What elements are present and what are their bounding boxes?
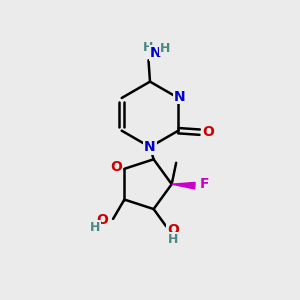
Text: H: H <box>143 41 154 54</box>
Text: O: O <box>110 160 122 174</box>
Text: O: O <box>97 213 109 227</box>
Text: N: N <box>144 140 156 154</box>
Text: O: O <box>167 224 179 238</box>
Text: N: N <box>174 89 186 103</box>
Text: H: H <box>90 221 101 234</box>
Text: F: F <box>200 177 210 191</box>
Text: H: H <box>160 42 170 55</box>
Polygon shape <box>172 182 195 189</box>
Text: H: H <box>168 233 178 246</box>
Text: O: O <box>202 124 214 139</box>
Text: N: N <box>150 46 162 60</box>
